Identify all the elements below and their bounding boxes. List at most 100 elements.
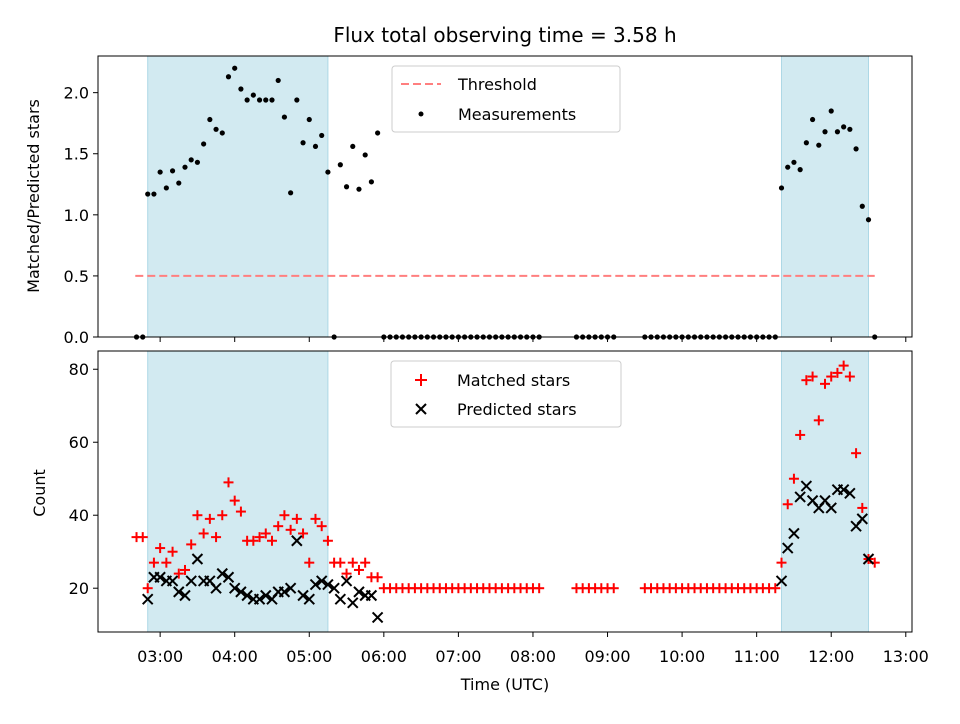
counts-y-axis-label: Count xyxy=(30,469,49,517)
measurement-point xyxy=(847,126,853,132)
observing-window-2 xyxy=(781,350,870,633)
x-tick-label: 09:00 xyxy=(584,647,630,666)
measurement-point xyxy=(213,126,219,132)
predicted-stars-point xyxy=(173,586,185,598)
matched-stars-point xyxy=(347,557,358,568)
measurement-point xyxy=(232,65,238,71)
ratio-panel: 0.00.51.01.52.0 Matched/Predicted stars … xyxy=(24,55,913,347)
ratio-plot-area: 0.0 0.5 1.0 1.5 2.0 xyxy=(64,55,913,347)
matched-stars-point xyxy=(857,502,868,513)
predicted-stars-point xyxy=(844,487,856,500)
measurement-point xyxy=(238,86,244,92)
measurement-point xyxy=(375,130,381,136)
matched-stars-point xyxy=(142,583,153,594)
predicted-stars-point xyxy=(278,586,291,598)
matched-stars-point xyxy=(335,557,346,568)
measurement-point xyxy=(294,97,300,103)
measurement-point xyxy=(145,191,151,197)
predicted-stars-point xyxy=(291,535,303,547)
matched-stars-point xyxy=(279,510,290,521)
measurement-point xyxy=(306,116,312,123)
predicted-stars-point xyxy=(303,593,315,605)
measurement-point xyxy=(816,142,822,148)
measurement-point xyxy=(225,74,232,80)
x-axis-label: Time (UTC) xyxy=(460,675,549,694)
measurement-point xyxy=(785,164,791,170)
predicted-stars-point xyxy=(210,582,222,594)
matched-stars-point xyxy=(235,506,246,517)
measurement-point xyxy=(337,162,343,168)
matched-stars-point xyxy=(254,532,265,543)
predicted-stars-legend-swatch xyxy=(415,403,427,415)
measurement-point xyxy=(778,185,785,191)
measurement-point xyxy=(362,152,368,158)
measurement-point xyxy=(822,129,828,135)
predicted-stars-point xyxy=(862,553,875,565)
matched-stars-point xyxy=(248,535,259,546)
measurement-point xyxy=(356,186,362,192)
matched-stars-point xyxy=(844,371,855,382)
matched-stars-point xyxy=(179,564,190,575)
x-tick-label: 08:00 xyxy=(510,647,556,666)
measurement-point xyxy=(250,92,256,98)
matched-stars-point xyxy=(155,543,166,554)
measurement-point xyxy=(859,203,865,209)
counts-plot-area: 20 40 60 80 xyxy=(69,350,913,637)
matched-stars-legend-label: Matched stars xyxy=(457,371,570,390)
matched-stars-point xyxy=(266,535,277,546)
matched-stars-point xyxy=(534,583,545,594)
x-tick-label: 11:00 xyxy=(734,647,780,666)
measurement-point xyxy=(176,180,182,186)
predicted-stars-point xyxy=(800,480,813,492)
measurement-point xyxy=(325,169,331,175)
observing-window-1 xyxy=(147,55,329,338)
predicted-stars-point xyxy=(166,575,179,587)
matched-stars-point xyxy=(782,499,793,510)
measurement-point xyxy=(368,179,375,185)
predicted-stars-point xyxy=(222,571,235,583)
matched-stars-point xyxy=(788,473,799,484)
measurement-point xyxy=(343,184,350,190)
measurement-point xyxy=(169,168,176,174)
predicted-stars-point xyxy=(340,575,353,587)
predicted-stars-point xyxy=(179,589,191,602)
measurement-point xyxy=(350,143,356,150)
matched-stars-point xyxy=(198,528,209,539)
measurement-point xyxy=(828,108,834,114)
measurement-point xyxy=(865,217,872,223)
y-tick-label: 0.0 xyxy=(64,328,89,347)
matched-stars-point xyxy=(316,521,327,532)
matched-stars-point xyxy=(813,415,824,426)
x-tick-label: 13:00 xyxy=(883,647,929,666)
matched-stars-point xyxy=(807,371,818,382)
matched-stars-point xyxy=(186,539,197,550)
x-tick-label: 04:00 xyxy=(212,647,258,666)
measurement-point xyxy=(791,159,797,165)
measurement-point xyxy=(201,141,207,147)
matched-stars-point xyxy=(161,557,172,568)
matched-starsseries xyxy=(131,360,880,594)
predicted-stars-point xyxy=(856,513,868,525)
predicted-stars-point xyxy=(782,542,794,554)
predicted-stars-point xyxy=(315,575,328,587)
predicted-stars-point xyxy=(253,593,266,605)
measurement-point xyxy=(244,97,250,103)
matched-stars-point xyxy=(310,513,321,524)
matched-stars-point xyxy=(851,448,862,459)
predicted-stars-point xyxy=(837,483,850,496)
ratio-legend: Threshold Measurements xyxy=(391,65,621,133)
matched-stars-point xyxy=(832,367,843,378)
measurement-point xyxy=(219,130,225,136)
matched-stars-point xyxy=(341,568,352,579)
matched-stars-point xyxy=(273,521,284,532)
measurements-legend-swatch xyxy=(418,111,424,117)
matched-stars-point xyxy=(298,528,309,539)
x-tick-label: 12:00 xyxy=(808,647,854,666)
y-tick-label: 1.5 xyxy=(64,145,89,164)
matched-stars-point xyxy=(285,524,296,535)
measurement-point xyxy=(853,146,859,152)
x-tick-label: 03:00 xyxy=(137,647,183,666)
matched-stars-point xyxy=(795,429,806,440)
matched-stars-point xyxy=(204,513,215,524)
predicted-stars-point xyxy=(825,502,837,514)
